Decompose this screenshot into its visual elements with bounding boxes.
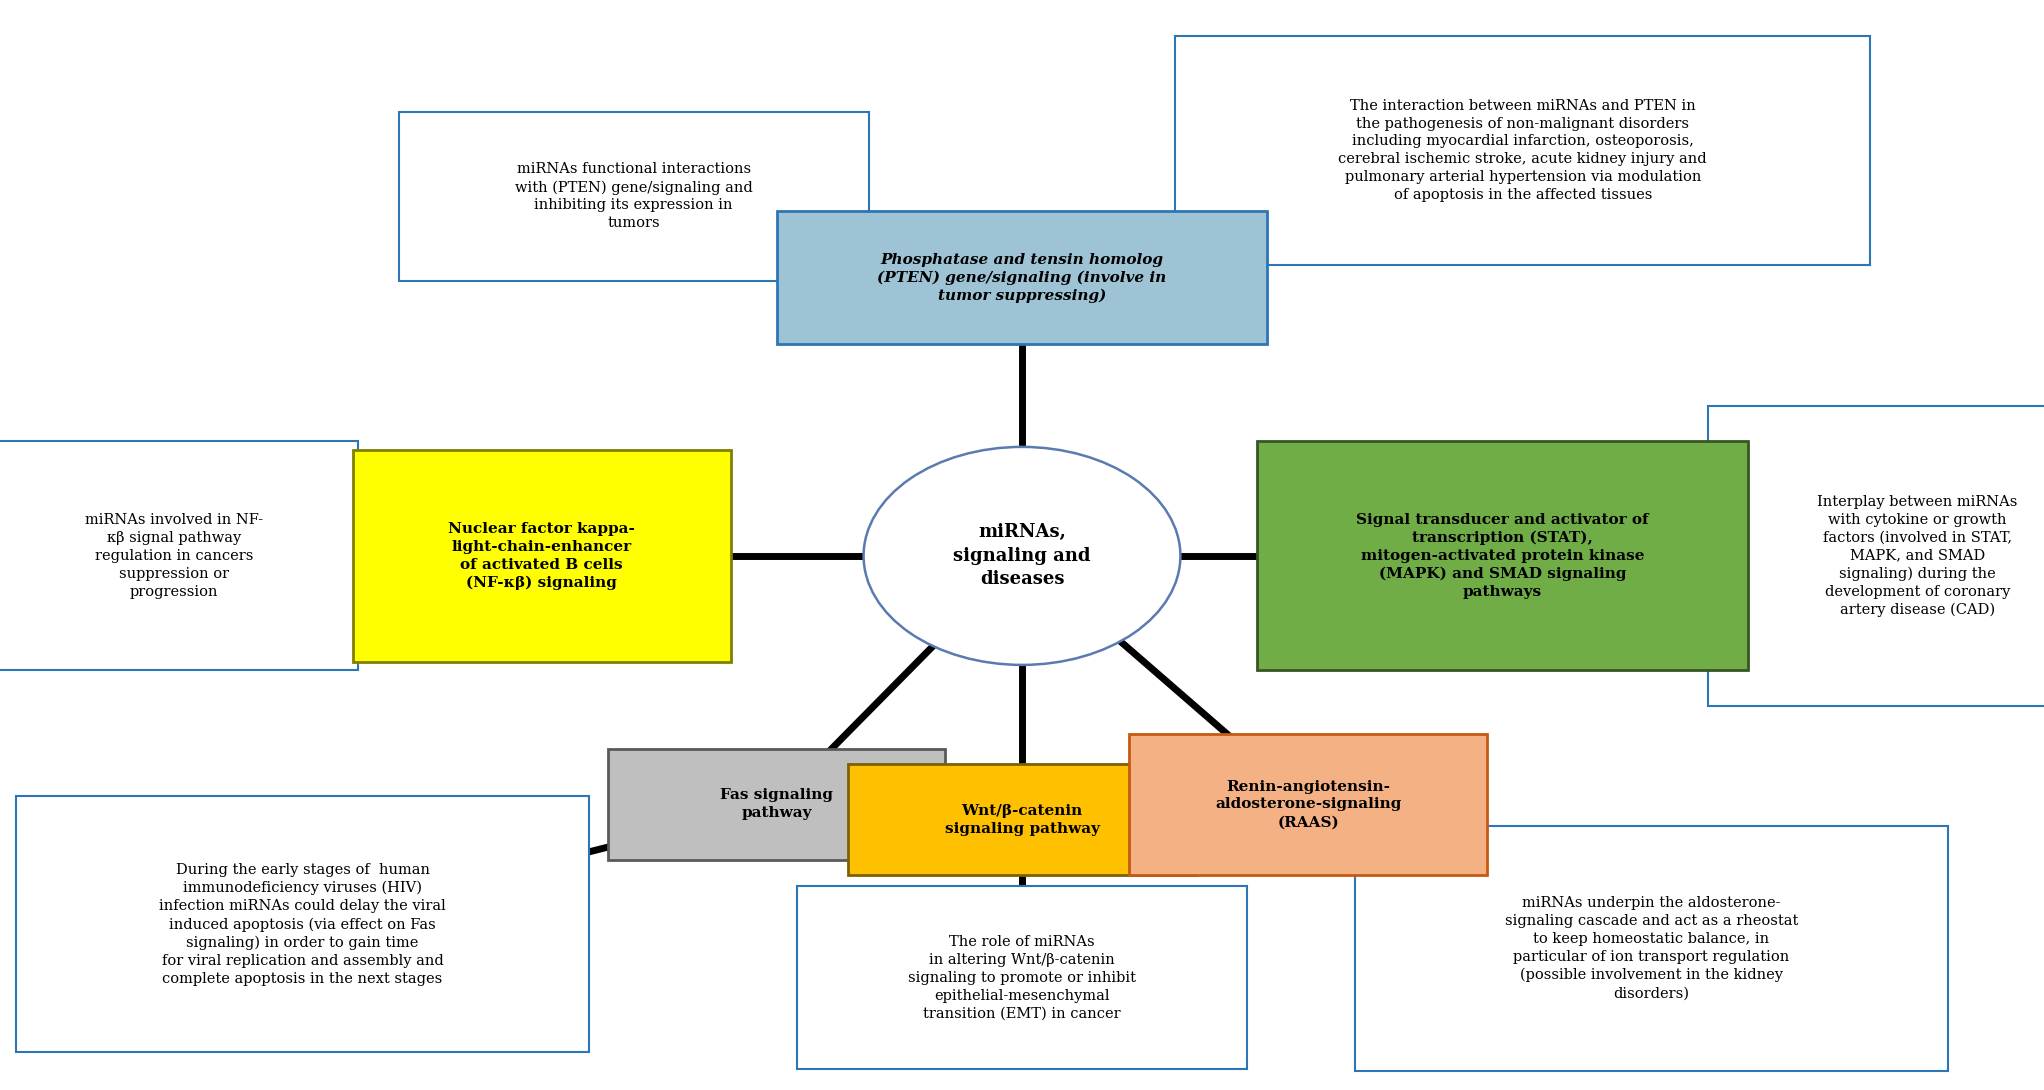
Text: During the early stages of  human
immunodeficiency viruses (HIV)
infection miRNA: During the early stages of human immunod… [159,863,446,985]
FancyBboxPatch shape [797,886,1247,1069]
Text: Fas signaling
pathway: Fas signaling pathway [719,788,834,821]
FancyBboxPatch shape [1257,441,1748,670]
Text: miRNAs functional interactions
with (PTEN) gene/signaling and
inhibiting its exp: miRNAs functional interactions with (PTE… [515,162,752,230]
Ellipse shape [865,447,1181,665]
Text: The interaction between miRNAs and PTEN in
the pathogenesis of non-malignant dis: The interaction between miRNAs and PTEN … [1339,99,1707,202]
FancyBboxPatch shape [609,749,944,860]
FancyBboxPatch shape [1175,36,1870,265]
FancyBboxPatch shape [777,211,1267,344]
Text: miRNAs underpin the aldosterone-
signaling cascade and act as a rheostat
to keep: miRNAs underpin the aldosterone- signali… [1504,896,1799,1001]
FancyBboxPatch shape [399,111,869,281]
Text: Renin-angiotensin-
aldosterone-signaling
(RAAS): Renin-angiotensin- aldosterone-signaling… [1214,779,1402,829]
FancyBboxPatch shape [848,764,1196,875]
FancyBboxPatch shape [1130,734,1488,875]
Text: Signal transducer and activator of
transcription (STAT),
mitogen-activated prote: Signal transducer and activator of trans… [1355,512,1650,600]
FancyBboxPatch shape [0,441,358,670]
Text: Nuclear factor kappa-
light-chain-enhancer
of activated B cells
(NF-κβ) signalin: Nuclear factor kappa- light-chain-enhanc… [448,522,636,590]
Text: miRNAs involved in NF-
κβ signal pathway
regulation in cancers
suppression or
pr: miRNAs involved in NF- κβ signal pathway… [84,513,264,598]
Text: miRNAs,
signaling and
diseases: miRNAs, signaling and diseases [953,523,1091,589]
FancyBboxPatch shape [16,796,589,1053]
FancyBboxPatch shape [1355,826,1948,1070]
Text: Phosphatase and tensin homolog
(PTEN) gene/signaling (involve in
tumor suppressi: Phosphatase and tensin homolog (PTEN) ge… [877,253,1167,303]
FancyBboxPatch shape [354,450,732,663]
Text: Wnt/β-catenin
signaling pathway: Wnt/β-catenin signaling pathway [944,803,1100,836]
Text: The role of miRNAs
in altering Wnt/β-catenin
signaling to promote or inhibit
epi: The role of miRNAs in altering Wnt/β-cat… [908,935,1136,1020]
Text: Interplay between miRNAs
with cytokine or growth
factors (involved in STAT,
MAPK: Interplay between miRNAs with cytokine o… [1817,495,2017,617]
FancyBboxPatch shape [1707,407,2044,706]
